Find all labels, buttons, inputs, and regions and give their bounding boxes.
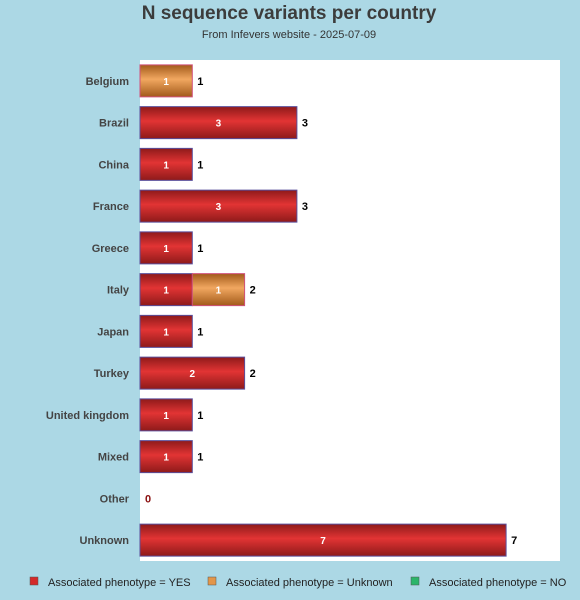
legend-entry-label: Associated phenotype = Unknown	[226, 577, 393, 589]
bar-value-label: 1	[163, 160, 169, 171]
category-label: Mixed	[98, 452, 129, 464]
bar-total-label: 0	[145, 493, 151, 505]
bar-value-label: 1	[163, 453, 169, 464]
bar-value-label: 1	[163, 411, 169, 422]
bar-value-label: 2	[190, 369, 196, 380]
bar-segment	[139, 398, 193, 432]
category-label: Other	[100, 493, 130, 505]
bar-segment	[139, 523, 507, 557]
category-label: Japan	[97, 326, 129, 338]
bar-value-label: 1	[216, 286, 222, 297]
bar-segment	[139, 147, 193, 181]
bar-total-label: 1	[197, 159, 203, 171]
bar-segment	[139, 106, 298, 140]
bar-total-label: 3	[302, 201, 308, 213]
bar-value-label: 1	[163, 77, 169, 88]
chart-subtitle: From Infevers website - 2025-07-09	[202, 29, 376, 41]
category-label: Italy	[107, 285, 130, 297]
legend-entry-label: Associated phenotype = NO	[429, 577, 567, 589]
chart-title: N sequence variants per country	[142, 3, 437, 24]
category-label: Unknown	[80, 535, 130, 547]
category-label: Turkey	[94, 368, 130, 380]
bar-segment	[139, 273, 193, 307]
category-label: Greece	[92, 243, 129, 255]
bar-value-label: 1	[163, 286, 169, 297]
bar-value-label: 7	[320, 536, 326, 547]
category-label: Brazil	[99, 118, 129, 130]
bars-group: Belgium 1 1 Brazil 3 3 China 1 1 France 3 3 Greece 1 1…	[46, 64, 517, 557]
legend-swatch	[207, 576, 217, 586]
bar-segment	[139, 314, 193, 348]
legend-swatch	[29, 576, 39, 586]
bar-total-label: 1	[197, 76, 203, 88]
bar-total-label: 1	[197, 243, 203, 255]
bar-segment	[139, 440, 193, 474]
bar-segment	[139, 356, 246, 390]
bar-total-label: 7	[511, 535, 517, 547]
bar-segment	[139, 231, 193, 265]
category-label: United kingdom	[46, 410, 129, 422]
bar-segment	[139, 64, 193, 98]
plot-area	[140, 60, 560, 561]
bar-total-label: 1	[197, 410, 203, 422]
bar-total-label: 2	[250, 368, 256, 380]
category-label: Belgium	[86, 76, 130, 88]
legend: Associated phenotype = YES Associated phe…	[29, 576, 567, 589]
bar-value-label: 1	[163, 327, 169, 338]
legend-entry-label: Associated phenotype = YES	[48, 577, 191, 589]
bar-value-label: 1	[163, 244, 169, 255]
bar-value-label: 3	[216, 202, 222, 213]
bar-segment	[139, 189, 298, 223]
category-label: China	[98, 159, 129, 171]
bar-value-label: 3	[216, 119, 222, 130]
bar-total-label: 1	[197, 326, 203, 338]
bar-total-label: 3	[302, 118, 308, 130]
bar-total-label: 2	[250, 285, 256, 297]
bar-total-label: 1	[197, 452, 203, 464]
category-label: France	[93, 201, 129, 213]
bar-segment	[191, 273, 246, 307]
legend-swatch	[410, 576, 420, 586]
